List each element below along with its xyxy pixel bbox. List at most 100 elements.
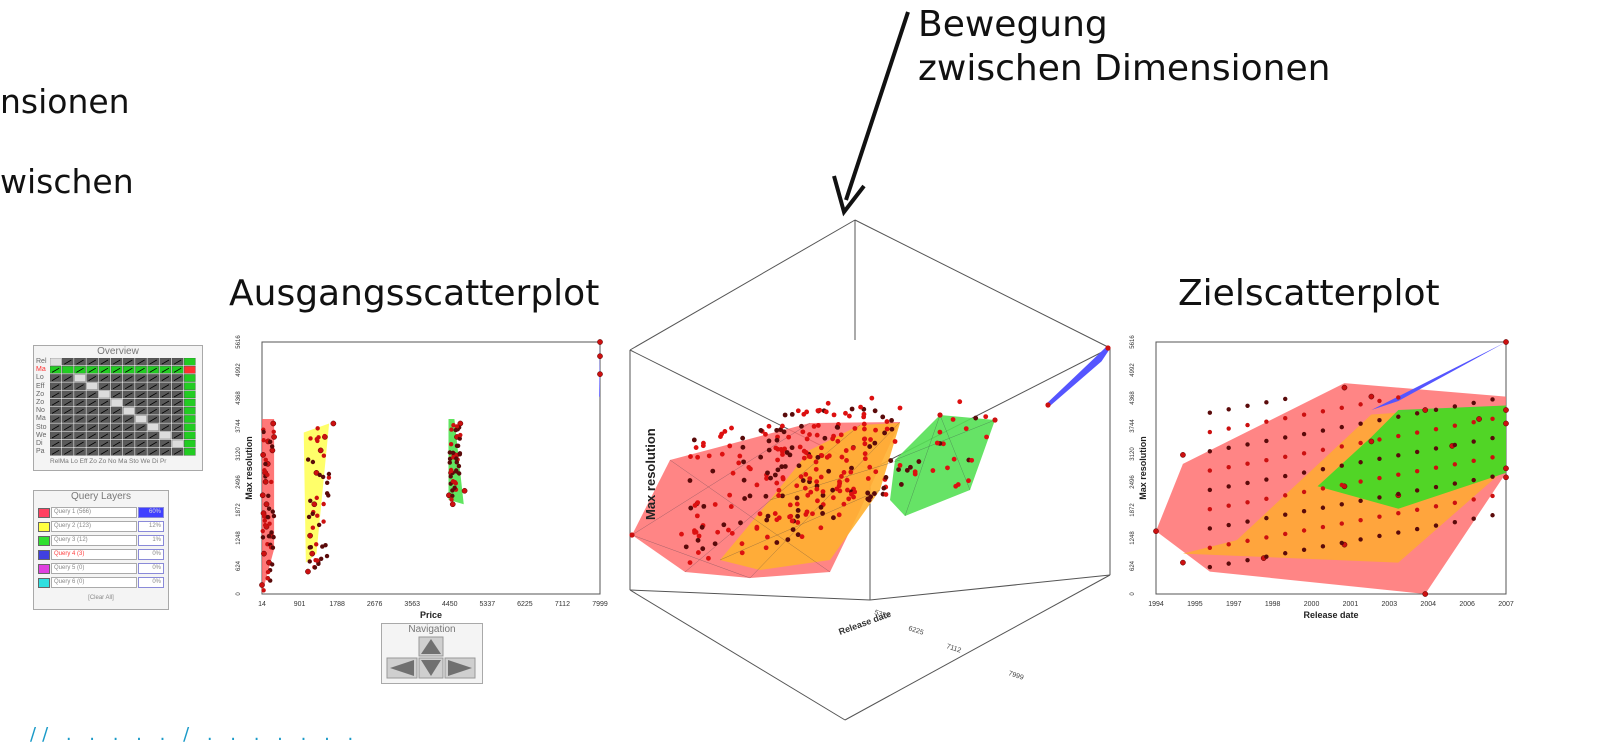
overview-cell[interactable] <box>135 407 147 415</box>
overview-cell[interactable] <box>159 366 172 374</box>
overview-cell[interactable] <box>74 407 86 415</box>
overview-cell[interactable] <box>110 431 123 440</box>
overview-cell[interactable] <box>98 358 111 366</box>
overview-cell[interactable] <box>171 382 184 390</box>
overview-cell[interactable] <box>62 448 74 456</box>
overview-cell[interactable] <box>50 415 62 423</box>
overview-cell[interactable] <box>86 415 98 423</box>
overview-cell[interactable] <box>159 358 172 366</box>
overview-cell[interactable] <box>184 382 196 390</box>
overview-cell[interactable] <box>147 374 159 382</box>
overview-cell[interactable] <box>50 423 62 431</box>
query-layer-color-swatch[interactable] <box>38 508 50 518</box>
overview-cell[interactable] <box>98 423 111 431</box>
overview-cell[interactable] <box>98 407 111 415</box>
overview-cell[interactable] <box>74 398 86 407</box>
overview-cell[interactable] <box>159 374 172 382</box>
overview-cell[interactable] <box>110 398 123 407</box>
overview-cell[interactable] <box>184 448 196 456</box>
overview-cell[interactable] <box>110 382 123 390</box>
overview-cell[interactable] <box>184 398 196 407</box>
overview-cell[interactable] <box>135 423 147 431</box>
query-layer-color-swatch[interactable] <box>38 578 50 588</box>
overview-cell[interactable] <box>135 448 147 456</box>
query-layer-label[interactable]: Query 1 (566) <box>51 507 137 518</box>
query-layer-row[interactable]: Query 5 (0) 0% <box>38 563 164 574</box>
overview-cell[interactable] <box>86 398 98 407</box>
overview-cell[interactable] <box>171 415 184 423</box>
overview-cell[interactable] <box>110 448 123 456</box>
overview-cell[interactable] <box>147 390 159 399</box>
overview-cell[interactable] <box>159 431 172 440</box>
query-layer-color-swatch[interactable] <box>38 522 50 532</box>
overview-cell[interactable] <box>123 374 135 382</box>
overview-cell[interactable] <box>171 431 184 440</box>
overview-cell[interactable] <box>62 366 74 374</box>
overview-cell[interactable] <box>123 407 135 415</box>
overview-cell[interactable] <box>98 390 111 399</box>
overview-cell[interactable] <box>184 415 196 423</box>
overview-cell[interactable] <box>123 439 135 448</box>
overview-cell[interactable] <box>184 423 196 431</box>
query-layer-row[interactable]: Query 2 (123) 12% <box>38 521 164 532</box>
overview-cell[interactable] <box>171 407 184 415</box>
overview-cell[interactable] <box>110 423 123 431</box>
overview-cell[interactable] <box>147 439 159 448</box>
overview-cell[interactable] <box>62 423 74 431</box>
overview-cell[interactable] <box>159 398 172 407</box>
overview-cell[interactable] <box>62 374 74 382</box>
overview-cell[interactable] <box>171 448 184 456</box>
overview-cell[interactable] <box>171 366 184 374</box>
overview-cell[interactable] <box>110 366 123 374</box>
overview-cell[interactable] <box>74 431 86 440</box>
overview-cell[interactable] <box>171 358 184 366</box>
overview-cell[interactable] <box>50 448 62 456</box>
overview-cell[interactable] <box>147 366 159 374</box>
overview-cell[interactable] <box>159 390 172 399</box>
overview-cell[interactable] <box>171 423 184 431</box>
overview-cell[interactable] <box>184 407 196 415</box>
query-layer-row[interactable]: Query 6 (0) 0% <box>38 577 164 588</box>
overview-cell[interactable] <box>98 439 111 448</box>
overview-cell[interactable] <box>110 390 123 399</box>
overview-cell[interactable] <box>50 366 62 374</box>
overview-cell[interactable] <box>147 448 159 456</box>
overview-cell[interactable] <box>74 439 86 448</box>
query-layer-label[interactable]: Query 3 (12) <box>51 535 137 546</box>
overview-cell[interactable] <box>98 431 111 440</box>
overview-cell[interactable] <box>135 439 147 448</box>
overview-cell[interactable] <box>98 415 111 423</box>
overview-cell[interactable] <box>123 448 135 456</box>
overview-cell[interactable] <box>147 398 159 407</box>
overview-cell[interactable] <box>74 374 86 382</box>
overview-cell[interactable] <box>135 390 147 399</box>
overview-cell[interactable] <box>98 398 111 407</box>
overview-cell[interactable] <box>62 358 74 366</box>
overview-cell[interactable] <box>50 358 62 366</box>
overview-cell[interactable] <box>135 415 147 423</box>
overview-cell[interactable] <box>50 439 62 448</box>
overview-cell[interactable] <box>147 431 159 440</box>
overview-cell[interactable] <box>110 358 123 366</box>
overview-cell[interactable] <box>159 448 172 456</box>
overview-cell[interactable] <box>86 358 98 366</box>
query-layer-row[interactable]: Query 1 (566) 60% <box>38 507 164 518</box>
query-layer-label[interactable]: Query 2 (123) <box>51 521 137 532</box>
overview-cell[interactable] <box>62 439 74 448</box>
overview-cell[interactable] <box>184 439 196 448</box>
overview-cell[interactable] <box>184 431 196 440</box>
clear-all-button[interactable]: [Clear All] <box>88 595 114 601</box>
query-layer-row[interactable]: Query 3 (12) 1% <box>38 535 164 546</box>
overview-cell[interactable] <box>135 431 147 440</box>
overview-cell[interactable] <box>86 439 98 448</box>
overview-cell[interactable] <box>50 390 62 399</box>
overview-cell[interactable] <box>184 366 196 374</box>
query-layer-color-swatch[interactable] <box>38 564 50 574</box>
query-layer-color-swatch[interactable] <box>38 550 50 560</box>
overview-cell[interactable] <box>74 382 86 390</box>
overview-cell[interactable] <box>86 431 98 440</box>
overview-cell[interactable] <box>171 374 184 382</box>
overview-cell[interactable] <box>135 398 147 407</box>
overview-cell[interactable] <box>110 439 123 448</box>
overview-cell[interactable] <box>159 407 172 415</box>
